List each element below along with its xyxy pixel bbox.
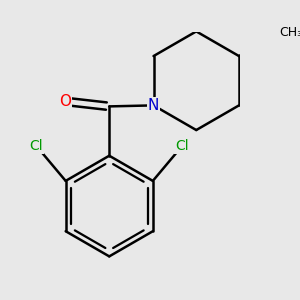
Text: CH₃: CH₃ (279, 26, 300, 39)
Text: Cl: Cl (175, 139, 189, 153)
Text: N: N (148, 98, 159, 113)
Text: O: O (59, 94, 71, 109)
Text: Cl: Cl (30, 139, 44, 153)
